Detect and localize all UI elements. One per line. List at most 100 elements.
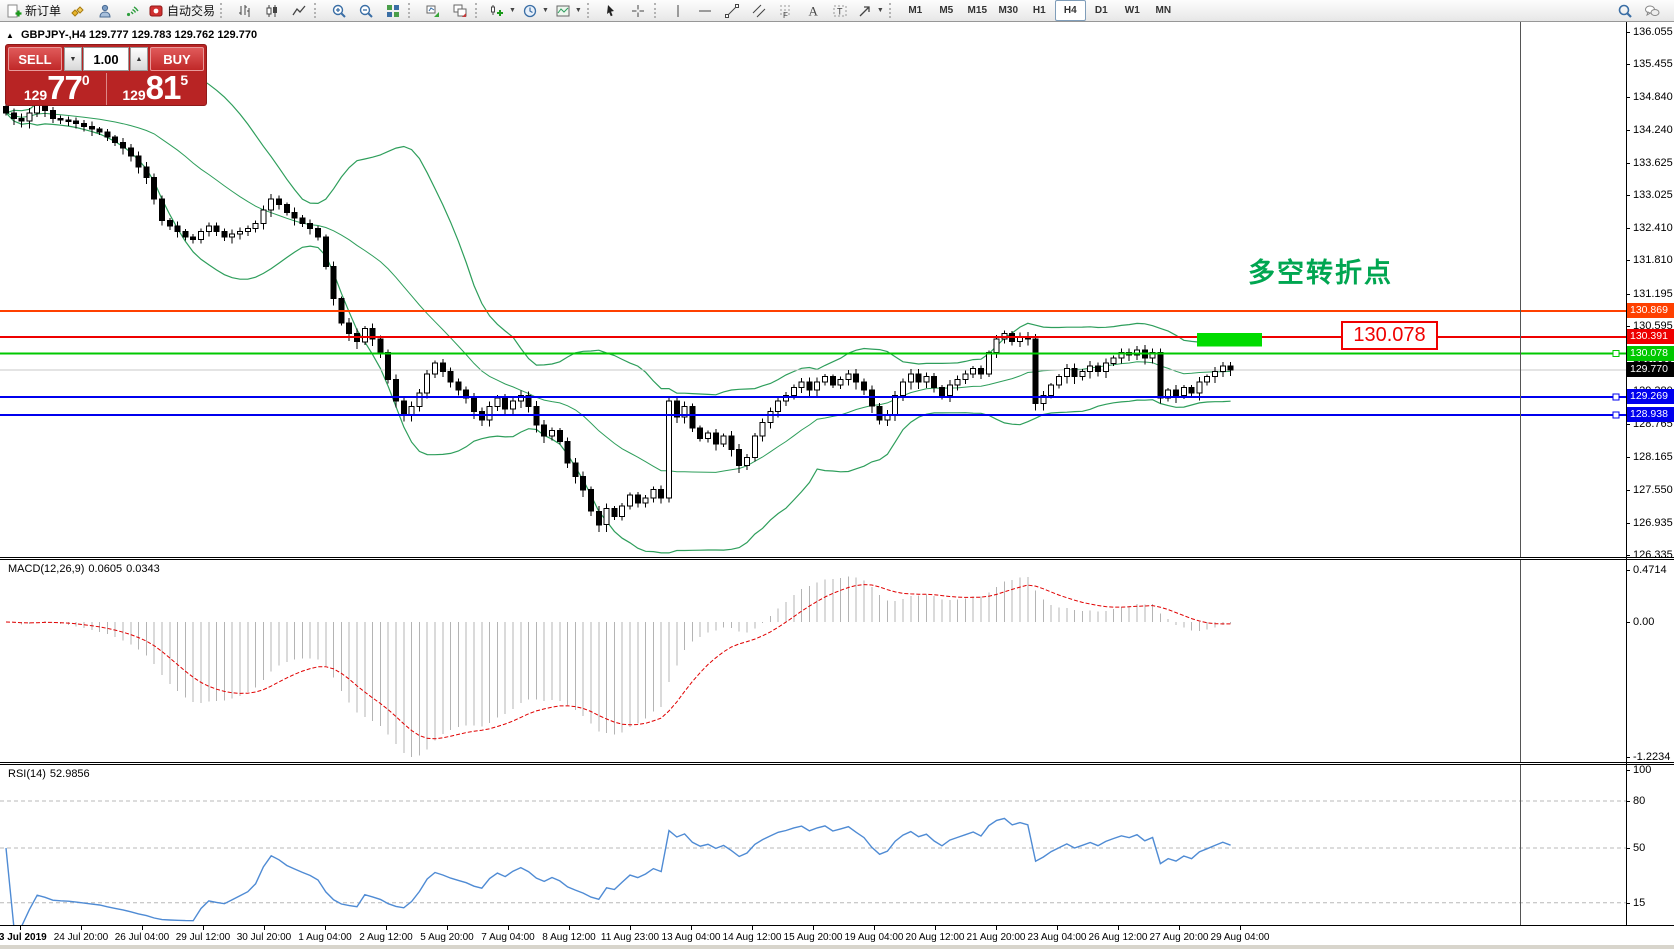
time-axis-label: 21 Aug 20:00 — [966, 932, 1026, 943]
collapse-trade-panel-icon[interactable]: ▲ — [6, 31, 14, 40]
toolbar-new-chart-button[interactable]: ▼ — [486, 0, 519, 21]
toolbar-trendline-button[interactable] — [719, 0, 746, 21]
toolbar-line-chart-button[interactable] — [285, 0, 312, 21]
toolbar-zoom-out-button[interactable] — [352, 0, 379, 21]
toolbar-fibonacci-button[interactable]: F — [773, 0, 800, 21]
price-axis-label: 133.625 — [1633, 157, 1673, 169]
macd-axis-tick — [1626, 570, 1630, 571]
svg-text:A: A — [809, 3, 819, 18]
timeframe-button-H1[interactable]: H1 — [1032, 5, 1046, 16]
buy-button[interactable]: BUY — [150, 47, 204, 71]
rsi-axis-tick — [1626, 903, 1630, 904]
volume-input[interactable]: 1.00 — [83, 47, 129, 71]
fibonacci-icon: F — [778, 3, 794, 19]
time-axis-tick — [1240, 926, 1241, 930]
price-axis-label: 132.410 — [1633, 222, 1673, 234]
price-level-box: 128.938 — [1627, 407, 1674, 422]
toolbar-autotrade-button[interactable]: 自动交易 — [145, 0, 218, 21]
dropdown-arrow-icon: ▼ — [541, 7, 549, 14]
toolbar-cursor-button[interactable] — [598, 0, 625, 21]
toolbar-candlestick-chart-button[interactable] — [258, 0, 285, 21]
toolbar-text-label-button[interactable]: T — [827, 0, 854, 21]
toolbar-separator — [314, 3, 321, 18]
time-axis-tick — [447, 926, 448, 930]
toolbar-new-order-button[interactable]: 新订单 — [3, 0, 64, 21]
price-axis-label: 136.055 — [1633, 26, 1673, 38]
rsi-axis-tick — [1626, 801, 1630, 802]
buy-price-display[interactable]: 129 81 5 — [122, 69, 189, 106]
price-axis-label: 127.550 — [1633, 484, 1673, 496]
price-axis-label: 134.840 — [1633, 91, 1673, 103]
toolbar-text-button[interactable]: A — [800, 0, 827, 21]
rsi-axis-label: 15 — [1633, 897, 1646, 909]
toolbar-equidistant-channel-button[interactable] — [746, 0, 773, 21]
price-axis-tick — [1626, 32, 1630, 33]
dropdown-arrow-icon: ▼ — [509, 7, 516, 14]
toolbar-vertical-line-button[interactable] — [665, 0, 692, 21]
price-axis-tick — [1626, 97, 1630, 98]
price-axis-label: 131.195 — [1633, 288, 1673, 300]
price-axis-label: 126.935 — [1633, 517, 1673, 529]
macd-axis-tick — [1626, 757, 1630, 758]
timeframe-button-M5[interactable]: M5 — [939, 5, 954, 16]
price-axis[interactable]: 136.055 135.455 134.840 134.240 133.625 133.0… — [1626, 0, 1674, 949]
toolbar-periods-button[interactable]: ▼ — [519, 0, 552, 21]
toolbar-shapes-button[interactable]: ▼ — [854, 0, 887, 21]
time-axis-label: 24 Jul 20:00 — [53, 932, 109, 943]
timeframe-button-H4[interactable]: H4 — [1054, 0, 1086, 21]
sell-button[interactable]: SELL — [8, 47, 62, 71]
macd-axis-label: 0.00 — [1633, 616, 1655, 628]
toolbar-crosshair-button[interactable] — [625, 0, 652, 21]
toolbar-templates-button[interactable]: ▼ — [552, 0, 585, 21]
pane-separator-macd[interactable] — [0, 557, 1674, 560]
toolbar-tile-windows-button[interactable] — [379, 0, 406, 21]
price-axis-tick — [1626, 130, 1630, 131]
new-chart-icon — [489, 3, 505, 19]
price-tag-annotation[interactable]: 130.078 — [1341, 321, 1438, 350]
toolbar-zoom-in-button[interactable] — [325, 0, 352, 21]
toolbar-bar-chart-button[interactable] — [231, 0, 258, 21]
volume-decrement-button[interactable]: ▼ — [64, 47, 82, 71]
rsi-axis-tick — [1626, 848, 1630, 849]
toolbar-arrange-windows-button[interactable] — [419, 0, 446, 21]
toolbar-chat-button[interactable] — [1638, 0, 1665, 21]
time-axis-tick — [81, 926, 82, 930]
time-axis-label: 1 Aug 04:00 — [298, 932, 352, 943]
price-axis-tick — [1626, 424, 1630, 425]
timeframe-button-M1[interactable]: M1 — [908, 5, 923, 16]
timeframe-button-M30[interactable]: M30 — [998, 5, 1018, 16]
time-axis-tick — [508, 926, 509, 930]
turning-point-annotation[interactable]: 多空转折点 — [1248, 258, 1393, 288]
rsi-pane-canvas[interactable] — [0, 765, 1626, 925]
timeframe-button-M15[interactable]: M15 — [967, 5, 987, 16]
sell-price-display[interactable]: 129 77 0 — [23, 69, 90, 106]
price-axis-tick — [1626, 294, 1630, 295]
macd-pane-canvas[interactable] — [0, 560, 1626, 762]
time-axis-tick — [325, 926, 326, 930]
timeframe-button-D1[interactable]: D1 — [1094, 5, 1108, 16]
price-axis-tick — [1626, 555, 1630, 556]
toolbar-signals-button[interactable] — [118, 0, 145, 21]
toolbar-cascade-windows-button[interactable] — [446, 0, 473, 21]
timeframe-button-MN[interactable]: MN — [1155, 5, 1172, 16]
time-axis-label: 8 Aug 12:00 — [542, 932, 596, 943]
shapes-icon — [857, 3, 873, 19]
templates-icon — [555, 3, 571, 19]
toolbar-separator — [475, 3, 482, 18]
pane-separator-rsi[interactable] — [0, 762, 1674, 765]
toolbar-horizontal-line-button[interactable] — [692, 0, 719, 21]
volume-increment-button[interactable]: ▲ — [130, 47, 148, 71]
zoom-out-icon — [358, 3, 374, 19]
toolbar-search-button[interactable] — [1611, 0, 1638, 21]
one-click-trade-panel: SELL ▼ 1.00 ▲ BUY 129 77 0 129 81 — [5, 44, 207, 106]
rsi-axis-tick — [1626, 770, 1630, 771]
toolbar: 新订单 自动交易 ▼ ▼ ▼ F A T ▼ M1 M5 M15 M30 H1 H4 D1 W1 MN — [0, 0, 1674, 22]
timeframe-button-W1[interactable]: W1 — [1124, 5, 1140, 16]
price-level-box: 130.391 — [1627, 329, 1674, 344]
vertical-line-icon — [670, 3, 686, 19]
time-axis[interactable]: 23 Jul 2019 24 Jul 20:00 26 Jul 04:00 29 Ju… — [0, 925, 1674, 949]
toolbar-gold-button[interactable] — [64, 0, 91, 21]
time-axis-label: 20 Aug 12:00 — [905, 932, 965, 943]
toolbar-community-button[interactable] — [91, 0, 118, 21]
